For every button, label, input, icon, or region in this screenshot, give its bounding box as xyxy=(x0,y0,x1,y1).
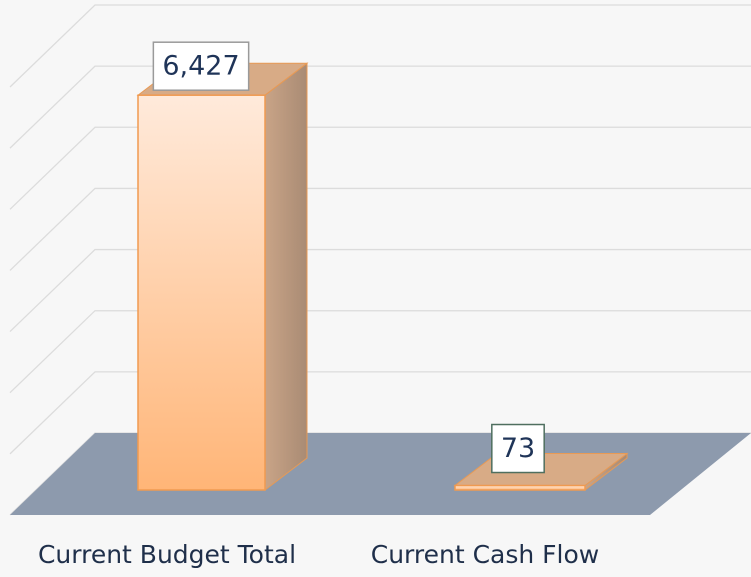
value-label-box xyxy=(152,41,250,91)
grid-line xyxy=(9,65,751,149)
bar-front xyxy=(137,94,266,491)
bar xyxy=(136,62,309,492)
value-label: 73 xyxy=(501,433,535,464)
grid-line xyxy=(9,126,751,210)
grid-line xyxy=(9,248,751,333)
grid-line xyxy=(9,187,751,271)
grid-line xyxy=(9,4,751,88)
bar-side xyxy=(264,62,308,492)
x-tick-label: Current Cash Flow xyxy=(371,540,600,569)
floor xyxy=(10,433,751,515)
x-tick-label: Current Budget Total xyxy=(38,540,296,569)
value-label: 6,427 xyxy=(162,51,239,82)
grid-line xyxy=(9,371,751,455)
value-label-box xyxy=(491,423,545,474)
bar-front xyxy=(454,484,586,491)
grid-line xyxy=(9,310,751,394)
